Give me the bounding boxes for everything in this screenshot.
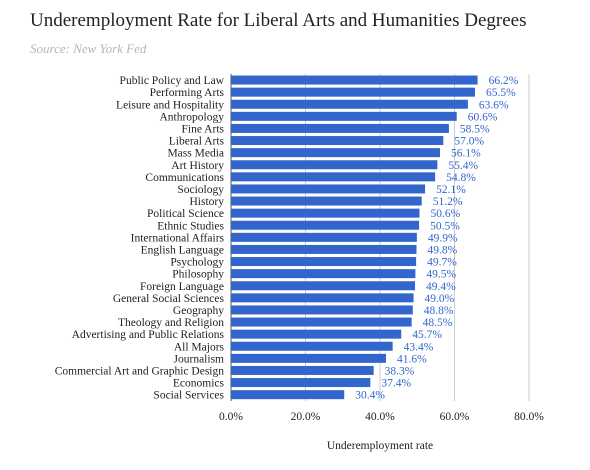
value-label: 54.8% — [446, 172, 476, 184]
category-label: Anthropology — [159, 111, 224, 123]
bar — [231, 111, 457, 121]
bar — [231, 329, 402, 339]
bar — [231, 341, 393, 351]
x-tick-label: 40.0% — [365, 411, 395, 423]
value-label: 37.4% — [381, 378, 411, 390]
value-labels: 66.2%65.5%63.6%60.6%58.5%57.0%56.1%55.4%… — [355, 75, 518, 402]
value-label: 65.5% — [486, 87, 516, 99]
x-axis-ticks: 0.0% 20.0% 40.0% 60.0% 80.0% — [219, 411, 544, 423]
category-label: Mass Media — [167, 148, 224, 160]
value-label: 49.9% — [428, 232, 458, 244]
bar — [231, 353, 386, 363]
category-label: Liberal Arts — [169, 136, 225, 148]
bar — [231, 220, 420, 230]
bar — [231, 208, 420, 218]
bar — [231, 305, 413, 315]
x-tick-label: 60.0% — [440, 411, 470, 423]
x-tick-label: 0.0% — [219, 411, 243, 423]
value-label: 55.4% — [448, 160, 478, 172]
bar — [231, 390, 345, 400]
category-label: Psychology — [170, 257, 224, 269]
category-label: International Affairs — [131, 232, 225, 244]
category-label: Sociology — [177, 184, 224, 196]
bar — [231, 317, 412, 327]
value-label: 38.3% — [385, 365, 415, 377]
category-label: Fine Arts — [182, 123, 225, 135]
value-label: 45.7% — [412, 329, 442, 341]
value-label: 41.6% — [397, 353, 427, 365]
category-label: Leisure and Hospitality — [116, 99, 224, 111]
category-label: Economics — [173, 378, 225, 390]
bar — [231, 148, 440, 158]
category-label: Public Policy and Law — [120, 75, 225, 87]
x-tick-label: 80.0% — [514, 411, 544, 423]
category-label: Theology and Religion — [118, 317, 224, 329]
value-label: 43.4% — [404, 341, 434, 353]
x-axis-title: Underemployment rate — [327, 440, 433, 452]
bar — [231, 378, 371, 388]
bar — [231, 87, 475, 97]
category-label: Social Services — [153, 390, 224, 402]
value-label: 49.0% — [425, 293, 455, 305]
category-label: Art History — [171, 160, 224, 172]
value-label: 49.7% — [427, 257, 457, 269]
chart-source: Source: New York Fed — [30, 41, 147, 56]
category-label: Political Science — [147, 208, 224, 220]
bar — [231, 99, 468, 109]
category-label: Ethnic Studies — [157, 220, 224, 232]
bar — [231, 172, 436, 182]
x-tick-label: 20.0% — [291, 411, 321, 423]
value-label: 50.6% — [430, 208, 460, 220]
category-label: Philosophy — [172, 269, 224, 281]
bars — [231, 75, 478, 400]
bar — [231, 123, 449, 133]
category-label: Geography — [173, 305, 224, 317]
category-label: Performing Arts — [150, 87, 225, 99]
value-label: 50.5% — [430, 220, 460, 232]
chart-title: Underemployment Rate for Liberal Arts an… — [30, 10, 527, 31]
category-label: Commercial Art and Graphic Design — [55, 365, 225, 377]
bar — [231, 269, 416, 279]
value-label: 57.0% — [454, 136, 484, 148]
bar — [231, 365, 374, 375]
bar — [231, 244, 417, 254]
category-label: English Language — [141, 244, 224, 256]
category-label: Journalism — [174, 353, 225, 365]
value-label: 51.2% — [433, 196, 463, 208]
value-label: 56.1% — [451, 148, 481, 160]
bar — [231, 232, 417, 242]
bar — [231, 160, 438, 170]
category-label: History — [190, 196, 225, 208]
bar — [231, 257, 417, 267]
value-label: 30.4% — [355, 390, 385, 402]
value-label: 49.4% — [426, 281, 456, 293]
bar — [231, 196, 422, 206]
bar — [231, 75, 478, 85]
bar — [231, 281, 416, 291]
value-label: 48.8% — [424, 305, 454, 317]
category-label: All Majors — [174, 341, 225, 353]
value-label: 58.5% — [460, 123, 490, 135]
bar — [231, 136, 444, 146]
category-label: Communications — [145, 172, 224, 184]
category-label: Advertising and Public Relations — [72, 329, 225, 341]
category-label: General Social Sciences — [113, 293, 225, 305]
bar — [231, 184, 426, 194]
value-label: 52.1% — [436, 184, 466, 196]
value-label: 60.6% — [468, 111, 498, 123]
bar — [231, 293, 414, 303]
value-label: 49.5% — [426, 269, 456, 281]
value-label: 48.5% — [423, 317, 453, 329]
value-label: 66.2% — [489, 75, 519, 87]
value-label: 63.6% — [479, 99, 509, 111]
category-label: Foreign Language — [140, 281, 224, 293]
value-label: 49.8% — [428, 244, 458, 256]
